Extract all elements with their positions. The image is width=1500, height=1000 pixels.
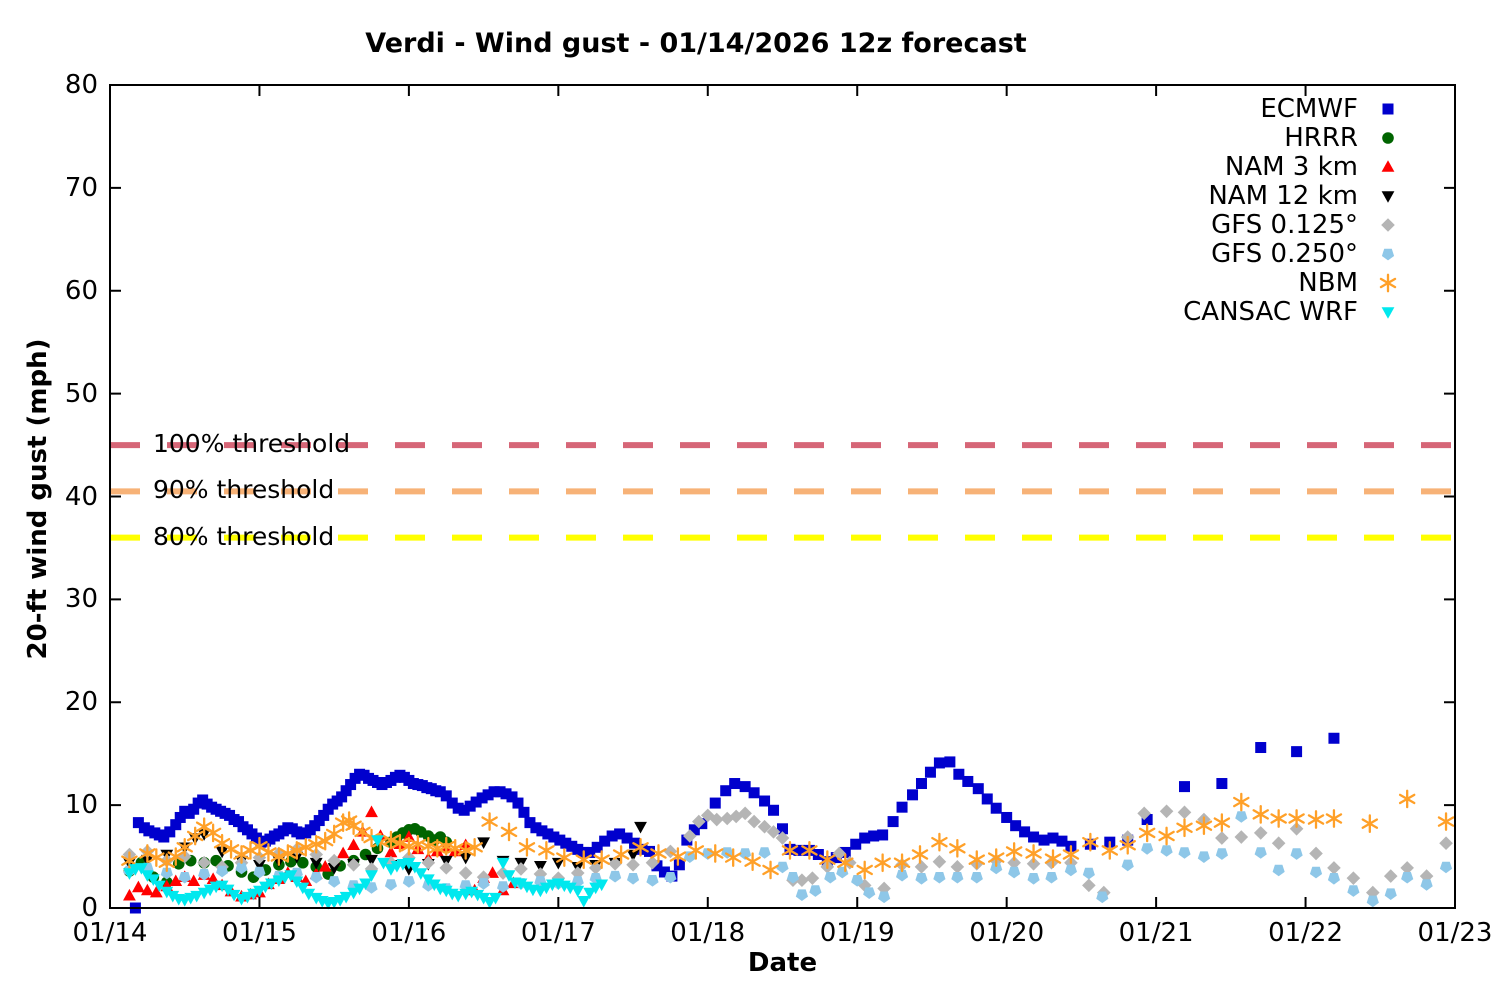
gfs-0-250--marker-icon <box>1374 240 1402 268</box>
legend-label: HRRR <box>1284 122 1358 153</box>
x-tick-01-14: 01/14 <box>72 918 148 948</box>
y-tick-40: 40 <box>64 481 98 512</box>
legend-item-cansac-wrf: CANSAC WRF <box>1183 296 1402 327</box>
x-tick-01-19: 01/19 <box>819 918 895 948</box>
legend-item-ecmwf: ECMWF <box>1183 93 1402 124</box>
legend-label: NAM 12 km <box>1208 180 1358 211</box>
y-tick-70: 70 <box>64 172 98 203</box>
x-tick-01-22: 01/22 <box>1268 918 1344 948</box>
y-tick-20: 20 <box>64 687 98 718</box>
legend-label: CANSAC WRF <box>1183 296 1358 327</box>
y-tick-80: 80 <box>64 70 98 100</box>
legend-label: NBM <box>1298 267 1358 298</box>
legend-label: GFS 0.125° <box>1211 209 1358 240</box>
legend-label: GFS 0.250° <box>1211 238 1358 269</box>
threshold-label-90: 90% threshold <box>153 475 335 505</box>
chart-title: Verdi - Wind gust - 01/14/2026 12z forec… <box>365 28 1027 59</box>
gfs-0-125--marker-icon <box>1374 211 1402 239</box>
x-tick-01-18: 01/18 <box>670 918 746 948</box>
x-tick-01-23: 01/23 <box>1417 918 1493 948</box>
x-axis-label: Date <box>747 948 818 978</box>
cansac-wrf-marker-icon <box>1374 298 1402 326</box>
nam-12-km-marker-icon <box>1374 182 1402 210</box>
y-tick-10: 10 <box>64 790 98 821</box>
threshold-label-80: 80% threshold <box>153 521 335 551</box>
threshold-label-100: 100% threshold <box>153 429 351 459</box>
legend-item-gfs-0-125-: GFS 0.125° <box>1183 209 1402 240</box>
x-tick-01-17: 01/17 <box>520 918 596 948</box>
series-gfs-0-250- <box>123 811 1453 908</box>
legend: ECMWF HRRR NAM 3 km NAM 12 km GFS 0.125° GFS … <box>1183 93 1402 327</box>
nbm-marker-icon <box>1374 269 1402 297</box>
legend-item-nam-3-km: NAM 3 km <box>1183 151 1402 182</box>
y-tick-30: 30 <box>64 584 98 615</box>
y-tick-60: 60 <box>64 275 98 306</box>
ecmwf-marker-icon <box>1374 95 1402 123</box>
legend-item-nbm: NBM <box>1183 267 1402 298</box>
legend-item-hrrr: HRRR <box>1183 122 1402 153</box>
x-tick-01-21: 01/21 <box>1118 918 1194 948</box>
hrrr-marker-icon <box>1374 124 1402 152</box>
y-tick-0: 0 <box>81 893 98 923</box>
legend-item-nam-12-km: NAM 12 km <box>1183 180 1402 211</box>
y-tick-50: 50 <box>64 378 98 409</box>
series-nbm <box>121 789 1455 880</box>
series-cansac-wrf <box>123 835 609 910</box>
series-ecmwf <box>129 732 1340 914</box>
legend-label: ECMWF <box>1260 93 1358 124</box>
legend-item-gfs-0-250-: GFS 0.250° <box>1183 238 1402 269</box>
nam-3-km-marker-icon <box>1374 153 1402 181</box>
x-tick-01-16: 01/16 <box>371 918 447 948</box>
legend-label: NAM 3 km <box>1224 151 1358 182</box>
x-tick-01-15: 01/15 <box>221 918 297 948</box>
x-tick-01-20: 01/20 <box>969 918 1045 948</box>
